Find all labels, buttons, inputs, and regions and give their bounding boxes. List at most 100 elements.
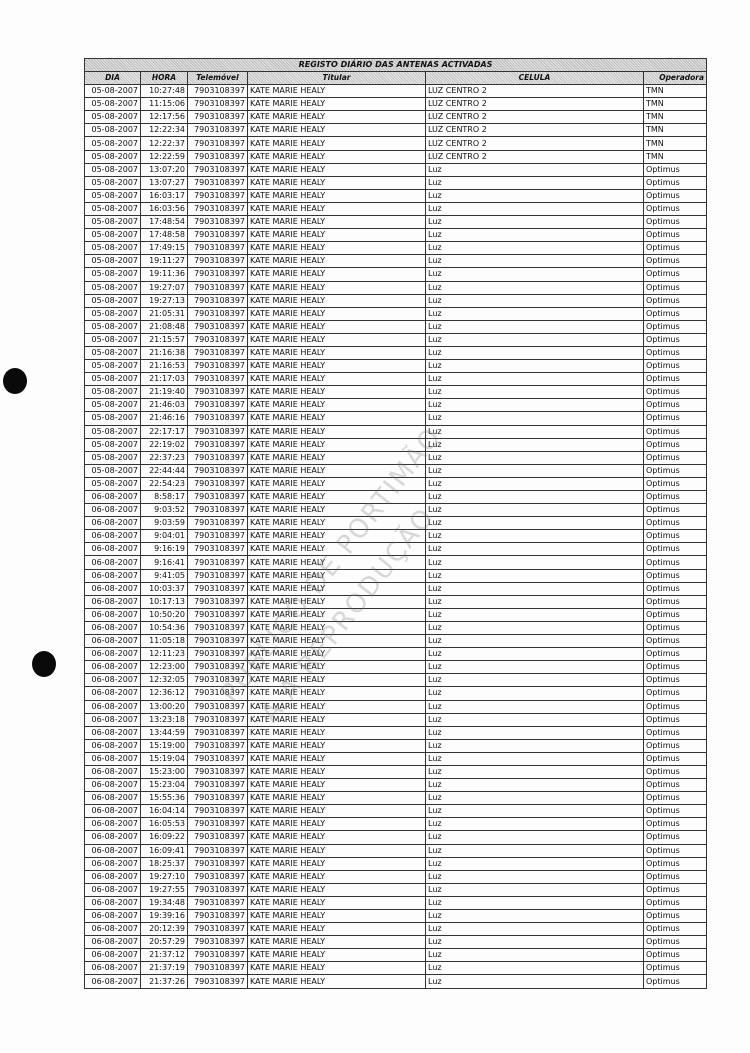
table-row: 06-08-2007 13:44:59 7903108397 KATE MARIE H… [84, 725, 708, 740]
cell-dia: 06-08-2007 [84, 882, 141, 897]
cell-dia: 05-08-2007 [84, 332, 141, 347]
cell-titular: KATE MARIE HEALY [247, 555, 426, 570]
cell-dia: 05-08-2007 [84, 123, 141, 138]
cell-celula: Luz [425, 660, 644, 675]
cell-celula: Luz [425, 778, 644, 793]
cell-telemovel: 7903108397 [187, 319, 248, 334]
cell-titular: KATE MARIE HEALY [247, 856, 426, 871]
cell-titular: KATE MARIE HEALY [247, 359, 426, 374]
cell-operadora: Optimus [642, 751, 708, 766]
cell-titular: KATE MARIE HEALY [247, 542, 426, 557]
table-row: 06-08-2007 9:16:19 7903108397 KATE MARIE HE… [84, 542, 708, 557]
cell-telemovel: 7903108397 [187, 529, 248, 544]
table-row: 06-08-2007 9:03:52 7903108397 KATE MARIE HE… [84, 503, 708, 518]
cell-titular: KATE MARIE HEALY [247, 660, 426, 675]
cell-hora: 15:23:00 [140, 764, 188, 780]
table-row: 06-08-2007 19:27:10 7903108397 KATE MARIE H… [84, 869, 708, 884]
cell-operadora: Optimus [642, 175, 708, 190]
cell-titular: KATE MARIE HEALY [247, 503, 426, 518]
cell-titular: KATE MARIE HEALY [247, 974, 426, 989]
cell-hora: 19:27:13 [140, 293, 188, 308]
cell-telemovel: 7903108397 [187, 817, 248, 832]
cell-titular: KATE MARIE HEALY [247, 699, 426, 714]
cell-dia: 06-08-2007 [84, 948, 141, 963]
cell-dia: 06-08-2007 [84, 489, 141, 505]
cell-celula: Luz [425, 751, 644, 766]
cell-titular: KATE MARIE HEALY [247, 922, 426, 937]
cell-operadora: Optimus [642, 660, 708, 675]
cell-operadora: Optimus [642, 411, 708, 426]
cell-hora: 19:27:55 [140, 882, 188, 897]
cell-hora: 16:04:14 [140, 804, 188, 819]
cell-dia: 05-08-2007 [84, 201, 141, 217]
cell-celula: Luz [425, 699, 644, 714]
table-row: 05-08-2007 22:44:44 7903108397 KATE MARIE H… [84, 463, 708, 478]
cell-titular: KATE MARIE HEALY [247, 908, 426, 924]
cell-operadora: Optimus [642, 699, 708, 714]
cell-operadora: Optimus [642, 673, 708, 688]
cell-operadora: Optimus [642, 437, 708, 452]
table-row: 05-08-2007 12:22:59 7903108397 KATE MARIE H… [84, 149, 708, 164]
cell-celula: Luz [425, 529, 644, 544]
cell-dia: 06-08-2007 [84, 738, 141, 753]
table-row: 06-08-2007 15:19:00 7903108397 KATE MARIE H… [84, 738, 708, 753]
cell-dia: 06-08-2007 [84, 542, 141, 557]
cell-telemovel: 7903108397 [187, 974, 248, 989]
cell-hora: 13:00:20 [140, 699, 188, 714]
cell-dia: 06-08-2007 [84, 673, 141, 688]
cell-dia: 05-08-2007 [84, 149, 141, 164]
cell-dia: 06-08-2007 [84, 856, 141, 871]
table-row: 05-08-2007 12:17:56 7903108397 KATE MARIE H… [84, 110, 708, 125]
cell-titular: KATE MARIE HEALY [247, 804, 426, 819]
cell-titular: KATE MARIE HEALY [247, 463, 426, 478]
cell-hora: 16:03:17 [140, 188, 188, 203]
cell-telemovel: 7903108397 [187, 476, 248, 492]
cell-titular: KATE MARIE HEALY [247, 529, 426, 544]
cell-telemovel: 7903108397 [187, 411, 248, 426]
cell-hora: 19:11:27 [140, 254, 188, 269]
cell-hora: 13:44:59 [140, 725, 188, 740]
cell-telemovel: 7903108397 [187, 110, 248, 125]
cell-titular: KATE MARIE HEALY [247, 267, 426, 282]
table-row: 06-08-2007 15:55:36 7903108397 KATE MARIE H… [84, 791, 708, 806]
cell-operadora: Optimus [642, 830, 708, 845]
cell-titular: KATE MARIE HEALY [247, 830, 426, 845]
cell-hora: 21:37:19 [140, 961, 188, 976]
cell-operadora: Optimus [642, 542, 708, 557]
cell-titular: KATE MARIE HEALY [247, 594, 426, 609]
cell-titular: KATE MARIE HEALY [247, 398, 426, 413]
cell-celula: Luz [425, 489, 644, 505]
table-row: 06-08-2007 16:04:14 7903108397 KATE MARIE H… [84, 804, 708, 819]
cell-telemovel: 7903108397 [187, 359, 248, 374]
cell-telemovel: 7903108397 [187, 149, 248, 164]
cell-dia: 05-08-2007 [84, 385, 141, 400]
cell-dia: 05-08-2007 [84, 97, 141, 112]
cell-celula: Luz [425, 450, 644, 465]
cell-operadora: Optimus [642, 267, 708, 282]
cell-titular: KATE MARIE HEALY [247, 228, 426, 243]
cell-dia: 05-08-2007 [84, 411, 141, 426]
table-row: 06-08-2007 10:50:20 7903108397 KATE MARIE H… [84, 607, 708, 622]
cell-celula: Luz [425, 254, 644, 269]
cell-operadora: Optimus [642, 345, 708, 361]
cell-telemovel: 7903108397 [187, 503, 248, 518]
cell-celula: Luz [425, 162, 644, 177]
cell-telemovel: 7903108397 [187, 948, 248, 963]
cell-titular: KATE MARIE HEALY [247, 607, 426, 622]
cell-hora: 19:34:48 [140, 895, 188, 911]
cell-operadora: Optimus [642, 817, 708, 832]
cell-dia: 05-08-2007 [84, 463, 141, 478]
cell-dia: 05-08-2007 [84, 228, 141, 243]
cell-operadora: Optimus [642, 634, 708, 649]
cell-celula: Luz [425, 581, 644, 596]
cell-operadora: Optimus [642, 385, 708, 400]
cell-celula: Luz [425, 385, 644, 400]
cell-telemovel: 7903108397 [187, 634, 248, 649]
cell-hora: 16:09:22 [140, 830, 188, 845]
column-header-operadora: Operadora [642, 70, 708, 86]
table-title: REGISTO DIÁRIO DAS ANTENAS ACTIVADAS [83, 58, 708, 72]
cell-hora: 21:37:26 [140, 974, 188, 989]
cell-dia: 05-08-2007 [84, 280, 141, 295]
cell-dia: 06-08-2007 [84, 817, 141, 832]
cell-operadora: Optimus [642, 974, 708, 989]
